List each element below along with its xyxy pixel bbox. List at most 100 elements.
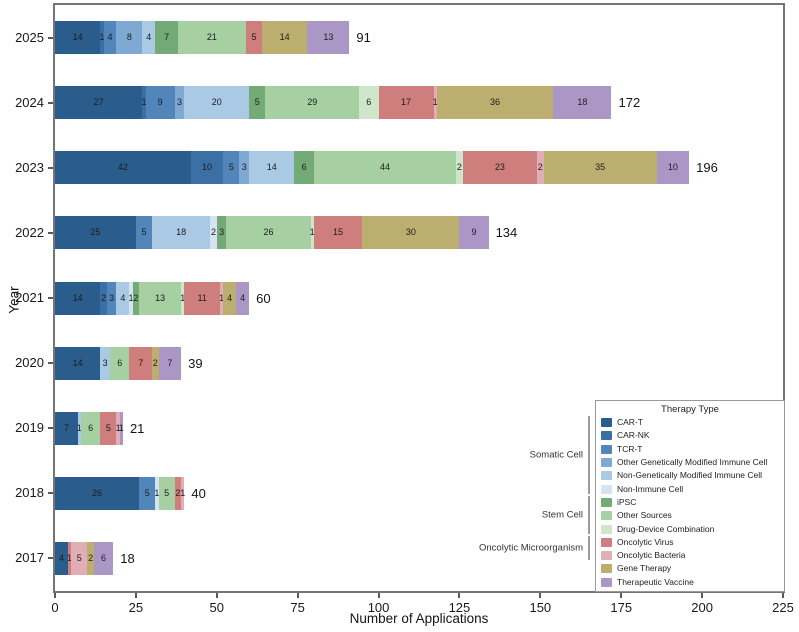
segment-value-label: 5	[164, 487, 170, 498]
legend-item-label: Oncolytic Virus	[617, 536, 674, 547]
bar-segment-car-t: 26	[55, 476, 140, 510]
x-tick-mark	[458, 593, 461, 598]
bar-segment-car-nk: 1	[141, 86, 146, 120]
x-tick-mark	[134, 593, 137, 598]
segment-value-label: 2	[537, 162, 543, 173]
therapeutic-vaccine-swatch-icon	[601, 577, 612, 587]
y-tick-mark	[48, 166, 53, 169]
bar-segment-tcr-t: 9	[145, 86, 175, 120]
bar-segment-gene-therapy: 35	[543, 151, 657, 185]
bar-segment-car-nk: 2	[100, 281, 107, 315]
bar-total-label: 39	[188, 355, 203, 371]
segment-value-label: 36	[489, 97, 500, 108]
legend-item-label: Other Genetically Modified Immune Cell	[617, 457, 768, 468]
x-tick-mark	[539, 593, 542, 598]
bar-segment-other-sources: 6	[80, 411, 101, 445]
bar-segment-tcr-t: 4	[103, 21, 117, 55]
legend-item-other-genetically-modified-immune-cell: Other Genetically Modified Immune Cell	[601, 456, 779, 469]
segment-value-label: 6	[88, 422, 94, 433]
bar-total-label: 40	[191, 485, 206, 501]
x-tick-label: 125	[448, 600, 471, 615]
bar-segment-ipsc: 5	[249, 86, 266, 120]
segment-value-label: 1	[76, 422, 82, 433]
x-tick-mark	[377, 593, 380, 598]
bar-segment-therapeutic-vaccine: 6	[93, 541, 114, 575]
segment-value-label: 3	[102, 357, 108, 368]
bar-row-2025: 14 1 4 8 4 7 21 5 14 13 91	[55, 21, 371, 55]
bar-segment-non-genetically-modified-immune-cell: 3	[100, 346, 110, 380]
bar-row-2023: 42 10 5 3 14 6 44 2 23 2 35 10 196	[55, 151, 718, 185]
bar-segment-non-genetically-modified-immune-cell: 18	[152, 216, 211, 250]
segment-value-label: 1	[180, 292, 186, 303]
bar-segment-gene-therapy: 2	[87, 541, 94, 575]
bar-total-label: 60	[256, 290, 271, 306]
bar-segment-oncolytic-virus: 7	[129, 346, 153, 380]
legend-item-label: Other Sources	[617, 510, 672, 521]
bar-segment-oncolytic-virus: 15	[313, 216, 363, 250]
x-tick-label: 25	[128, 600, 144, 615]
bar-segment-tcr-t: 5	[223, 151, 240, 185]
bar-segment-drug-device-combination: 1	[180, 281, 186, 315]
x-tick-label: 225	[772, 600, 794, 615]
x-tick-label: 175	[610, 600, 633, 615]
non-genetically-modified-immune-cell-swatch-icon	[601, 471, 612, 481]
legend-item-label: TCR-T	[617, 443, 643, 454]
bar-row-2020: 14 3 6 7 2 7 39	[55, 346, 203, 380]
legend-item-oncolytic-virus: Oncolytic Virus	[601, 536, 779, 549]
legend-item-ipsc: iPSC	[601, 496, 779, 509]
segment-value-label: 1	[67, 552, 73, 563]
y-tick-mark	[48, 557, 53, 560]
bar-segment-therapeutic-vaccine: 13	[307, 21, 350, 55]
segment-value-label: 1	[180, 487, 186, 498]
group-bracket-oncolytic-microorganism	[588, 535, 590, 561]
bar-segment-oncolytic-bacteria: 1	[433, 86, 438, 120]
y-tick-label-2020: 2020	[15, 355, 44, 371]
bar-row-2017: 4 1 5 2 6 18	[55, 541, 135, 575]
legend-item-car-t: CAR-T	[601, 416, 779, 429]
non-immune-cell-swatch-icon	[601, 484, 612, 494]
legend-items: CAR-T CAR-NK TCR-T Other Genetically Modifi…	[601, 416, 779, 589]
bar-segment-car-t: 27	[55, 86, 143, 120]
segment-value-label: 14	[72, 357, 83, 368]
x-tick-mark	[215, 593, 218, 598]
legend-item-non-immune-cell: Non-Immune Cell	[601, 482, 779, 495]
bar-segment-drug-device-combination: 2	[456, 151, 463, 185]
segment-value-label: 9	[157, 97, 163, 108]
x-tick-label: 100	[367, 600, 390, 615]
legend-item-other-sources: Other Sources	[601, 509, 779, 522]
bar-segment-oncolytic-bacteria: 5	[71, 541, 88, 575]
bar-row-2024: 27 1 9 3 20 5 29 6 17 1 36 18 172	[55, 86, 640, 120]
group-label-oncolytic-microorganism: Oncolytic Microorganism	[479, 542, 583, 554]
segment-value-label: 26	[92, 487, 103, 498]
group-label-stem-cell: Stem Cell	[541, 509, 583, 521]
bar-segment-therapeutic-vaccine: 7	[158, 346, 182, 380]
bar-segment-non-genetically-modified-immune-cell: 4	[116, 281, 130, 315]
bar-total-label: 18	[120, 550, 135, 566]
bar-segment-other-genetically-modified-immune-cell: 3	[174, 86, 185, 120]
x-tick-label: 150	[529, 600, 552, 615]
y-tick-mark	[48, 427, 53, 430]
legend-item-therapeutic-vaccine: Therapeutic Vaccine	[601, 576, 779, 589]
segment-value-label: 4	[107, 32, 113, 43]
segment-value-label: 2	[101, 292, 107, 303]
bar-segment-non-genetically-modified-immune-cell: 1	[76, 411, 82, 445]
segment-value-label: 7	[167, 357, 173, 368]
bar-segment-ipsc: 6	[294, 151, 314, 185]
bar-segment-other-sources: 21	[177, 21, 246, 55]
bar-segment-therapeutic-vaccine: 4	[236, 281, 250, 315]
bar-segment-non-genetically-modified-immune-cell: 20	[184, 86, 250, 120]
segment-value-label: 35	[595, 162, 606, 173]
bar-segment-car-nk: 10	[190, 151, 224, 185]
legend-item-label: Oncolytic Bacteria	[617, 550, 686, 561]
segment-value-label: 15	[333, 227, 344, 238]
x-axis-title: Number of Applications	[349, 611, 489, 626]
bar-segment-drug-device-combination: 6	[359, 86, 379, 120]
x-tick-mark	[782, 593, 784, 598]
bar-segment-oncolytic-virus: 23	[462, 151, 538, 185]
gene-therapy-swatch-icon	[601, 564, 612, 574]
segment-value-label: 5	[254, 97, 260, 108]
y-tick-mark	[48, 231, 53, 234]
y-tick-label-2023: 2023	[15, 159, 44, 175]
bar-segment-car-t: 7	[55, 411, 78, 445]
